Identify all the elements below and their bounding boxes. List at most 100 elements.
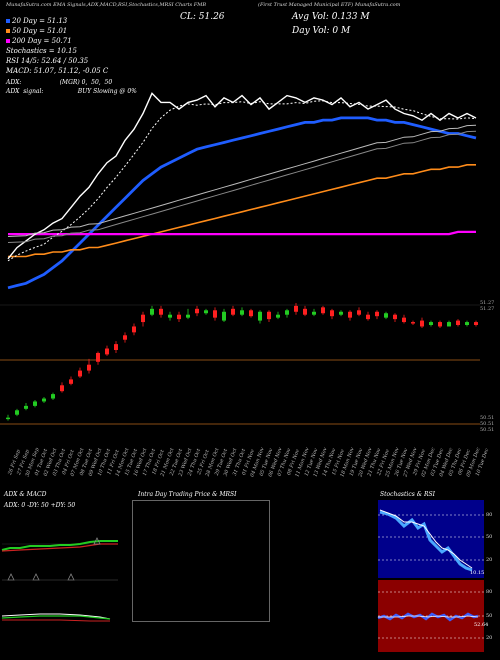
legend-ema20: 20 Day = 51.13 [6, 17, 67, 25]
candle [69, 376, 73, 386]
day-volume: Day Vol: 0 M [292, 26, 351, 36]
stat-rsi: RSI 14/5: 52.64 / 50.35 [6, 57, 89, 65]
candle [186, 308, 190, 320]
date-axis: 26 Fri Sep 27 Fri Sep 30 Mon Sep 01 Tue Oct… [0, 438, 500, 486]
candle [96, 351, 100, 365]
macd-hist [2, 619, 110, 622]
candle [339, 310, 343, 317]
candle-body [384, 313, 388, 318]
candle-body [231, 308, 235, 315]
candle-body [375, 311, 379, 317]
candle-body [447, 322, 451, 327]
ema200-swatch [6, 39, 10, 43]
candle [123, 332, 127, 343]
fund-name: (First Trust Managed Municipal ETF) Muna… [258, 2, 401, 8]
rsi-axis-80: 80 [486, 589, 493, 595]
candle [159, 305, 163, 318]
candle-body [420, 320, 424, 327]
ema50-line [8, 164, 476, 258]
adx-panel-title: ADX & MACD [4, 491, 47, 498]
candle-body [438, 322, 442, 327]
candle-body [159, 308, 163, 315]
candle-body [150, 308, 154, 315]
candle-body [339, 311, 343, 315]
adx-panel-legend: ADX: 0 -DY: 50 +DY: 50 [4, 502, 76, 509]
candle [303, 305, 307, 317]
candle [285, 308, 289, 318]
candle-body [33, 401, 37, 406]
candle [105, 345, 109, 356]
candle [51, 392, 55, 400]
candle-body [186, 314, 190, 318]
candle-body [141, 314, 145, 323]
candle [87, 358, 91, 374]
candle-body [222, 311, 226, 321]
candle-body [6, 417, 10, 420]
candle [357, 307, 361, 317]
candle-body [474, 322, 478, 325]
stat-adx-signal: ADX signal: BUY Slowing @ 0% [6, 88, 137, 95]
candle [321, 305, 325, 315]
stoch-svg [378, 509, 484, 572]
candle [465, 320, 469, 327]
candle [438, 320, 442, 328]
candle [24, 402, 28, 411]
close-price: CL: 51.26 [180, 12, 225, 22]
candle-body [393, 314, 397, 320]
ema20-line [7, 116, 477, 290]
candle [384, 311, 388, 320]
candle-body [348, 311, 352, 318]
candle-body [267, 311, 271, 320]
legend-ema50: 50 Day = 51.01 [6, 27, 67, 35]
candle-body [456, 320, 460, 325]
candle-body [240, 310, 244, 315]
candle-body [24, 405, 28, 409]
adx-green-line [1, 540, 118, 551]
candle-body [258, 311, 262, 321]
candle [420, 317, 424, 328]
candle [276, 311, 280, 320]
candle [15, 408, 19, 417]
candle [402, 314, 406, 324]
candle-body [15, 410, 19, 415]
main-price-chart [0, 92, 480, 425]
candle-body [465, 322, 469, 325]
stoch-panel-title: Stochastics & RSI [380, 491, 435, 498]
intra-panel [132, 500, 270, 622]
candle [366, 311, 370, 321]
stat-macd: MACD: 51.07, 51.12, -0.05 C [6, 67, 109, 75]
rsi-panel: 80 50 20 52.64 [377, 580, 492, 652]
ema20-swatch [6, 19, 10, 23]
candle [330, 308, 334, 320]
band-line-1 [7, 130, 477, 243]
topline-title: MunafaSutra.com EMA Signals,ADX,MACD,RSI… [6, 2, 207, 8]
candle-body [132, 326, 136, 333]
stat-adx: ADX: (MGR) 0, 50, 50 [6, 79, 113, 86]
moving-average-dotted [7, 100, 477, 262]
candle-body [285, 310, 289, 315]
candle [240, 307, 244, 317]
price-label-bot3: 50.51 [480, 427, 495, 433]
candle-body [114, 344, 118, 350]
adx-markers [7, 537, 101, 581]
candle [411, 320, 415, 325]
price-label-top1: 51.27 [480, 300, 495, 306]
candle [474, 320, 478, 327]
candle-body [105, 348, 109, 355]
candle [429, 320, 433, 327]
candle-body [294, 305, 298, 312]
candle-body [123, 335, 127, 340]
rsi-svg [377, 591, 484, 639]
candle [222, 308, 226, 323]
candle-body [78, 370, 82, 377]
legend-ema200: 200 Day = 50.71 [6, 37, 72, 45]
rsi-last-value: 52.64 [474, 622, 489, 628]
stoch-axis-80: 80 [486, 512, 493, 518]
candle-body [177, 314, 181, 320]
candle [348, 310, 352, 321]
macd-line [1, 613, 111, 620]
macd-signal [1, 615, 111, 620]
candle-body [366, 314, 370, 320]
candle-body [204, 310, 208, 314]
candle-body [321, 307, 325, 314]
